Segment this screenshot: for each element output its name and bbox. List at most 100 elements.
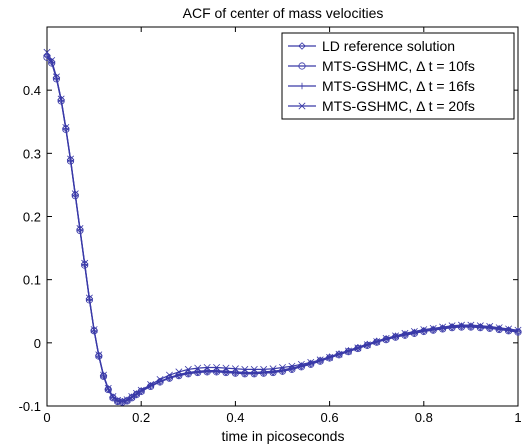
data-point: [109, 393, 117, 401]
data-point: [185, 369, 192, 376]
x-tick-label: 0.4: [226, 410, 244, 425]
data-point: [62, 123, 70, 131]
x-axis-label: time in picoseconds: [222, 428, 345, 444]
data-point: [344, 347, 352, 355]
data-point: [307, 358, 315, 366]
data-point: [448, 322, 456, 330]
data-point: [439, 323, 447, 331]
legend-label: MTS-GSHMC, Δ t = 20fs: [322, 98, 475, 114]
legend-label: MTS-GSHMC, Δ t = 10fs: [322, 58, 475, 74]
data-point: [194, 368, 201, 375]
chart-title: ACF of center of mass velocities: [183, 5, 384, 21]
x-tick-label: 0.2: [132, 410, 150, 425]
data-point: [279, 363, 286, 371]
data-point: [137, 386, 145, 394]
y-tick-label: 0.4: [23, 83, 41, 98]
legend-entry: LD reference solution: [288, 38, 455, 54]
data-point: [90, 326, 98, 334]
data-point: [52, 73, 60, 81]
legend-entry: MTS-GSHMC, Δ t = 16fs: [288, 78, 475, 94]
data-point: [203, 367, 211, 374]
plot-area: 0 0.2 0.4 0.6 0.8 1-0.100.10.20.30.4: [19, 26, 522, 425]
data-point: [467, 321, 475, 329]
data-point: [119, 398, 126, 405]
data-point: [57, 95, 65, 103]
data-point: [251, 369, 258, 376]
x-tick-label: 0: [43, 410, 50, 425]
data-point: [392, 332, 400, 340]
data-point: [420, 326, 428, 334]
data-point: [222, 368, 230, 375]
data-point: [260, 365, 268, 373]
data-point: [335, 350, 343, 358]
legend-marker: [298, 42, 306, 50]
data-point: [326, 353, 334, 361]
legend-box: [281, 32, 515, 120]
data-point: [354, 344, 362, 352]
data-point: [104, 384, 112, 392]
data-point: [298, 362, 305, 369]
legend-marker: [298, 82, 306, 90]
data-point: [269, 365, 277, 373]
legend-entry: MTS-GSHMC, Δ t = 20fs: [288, 98, 475, 114]
data-point: [232, 368, 239, 376]
legend-marker: [298, 62, 306, 70]
data-point: [81, 259, 89, 267]
legend: LD reference solution MTS-GSHMC, Δ t = 10…: [281, 32, 515, 120]
data-point: [76, 225, 84, 232]
data-point: [67, 155, 75, 163]
data-point: [165, 371, 173, 379]
y-tick-label: 0: [34, 336, 41, 351]
data-point: [514, 327, 522, 335]
data-point: [457, 321, 465, 329]
series-4: [43, 48, 522, 405]
data-point: [118, 397, 126, 405]
data-point: [429, 324, 437, 332]
x-tick-label: 0.8: [415, 410, 433, 425]
data-point: [363, 341, 371, 349]
data-point: [476, 322, 484, 330]
x-tick-label: 0.6: [321, 410, 339, 425]
legend-entry: MTS-GSHMC, Δ t = 10fs: [288, 58, 475, 74]
data-point: [410, 327, 418, 335]
data-point: [241, 365, 249, 373]
data-point: [222, 364, 230, 372]
data-point: [203, 363, 211, 371]
data-point: [486, 322, 494, 330]
legend-label: LD reference solution: [322, 38, 455, 54]
data-point: [297, 360, 305, 368]
data-point: [250, 365, 258, 373]
data-point: [133, 389, 140, 397]
data-point: [213, 367, 220, 374]
data-point: [100, 371, 108, 379]
data-point: [128, 393, 136, 401]
legend-marker: [298, 102, 306, 110]
x-tick-label: 1: [514, 410, 521, 425]
data-point: [48, 56, 56, 64]
data-point: [231, 365, 239, 373]
data-point: [401, 329, 409, 337]
legend-label: MTS-GSHMC, Δ t = 16fs: [322, 78, 475, 94]
data-point: [95, 351, 103, 359]
data-point: [109, 393, 117, 401]
data-point: [316, 356, 324, 364]
data-point: [43, 48, 51, 56]
y-tick-label: -0.1: [19, 399, 41, 414]
data-point: [241, 369, 249, 376]
data-point: [213, 363, 221, 371]
data-point: [71, 190, 79, 198]
data-point: [514, 326, 522, 334]
data-point: [505, 325, 513, 333]
data-point: [495, 324, 503, 332]
y-tick-label: 0.3: [23, 146, 41, 161]
y-tick-label: 0.1: [23, 273, 41, 288]
data-point: [184, 365, 192, 373]
data-point: [382, 334, 390, 342]
data-point: [373, 338, 381, 346]
data-point: [175, 368, 183, 376]
data-point: [156, 375, 164, 383]
data-point: [288, 362, 296, 370]
data-point: [85, 294, 93, 302]
data-point: [123, 396, 131, 404]
